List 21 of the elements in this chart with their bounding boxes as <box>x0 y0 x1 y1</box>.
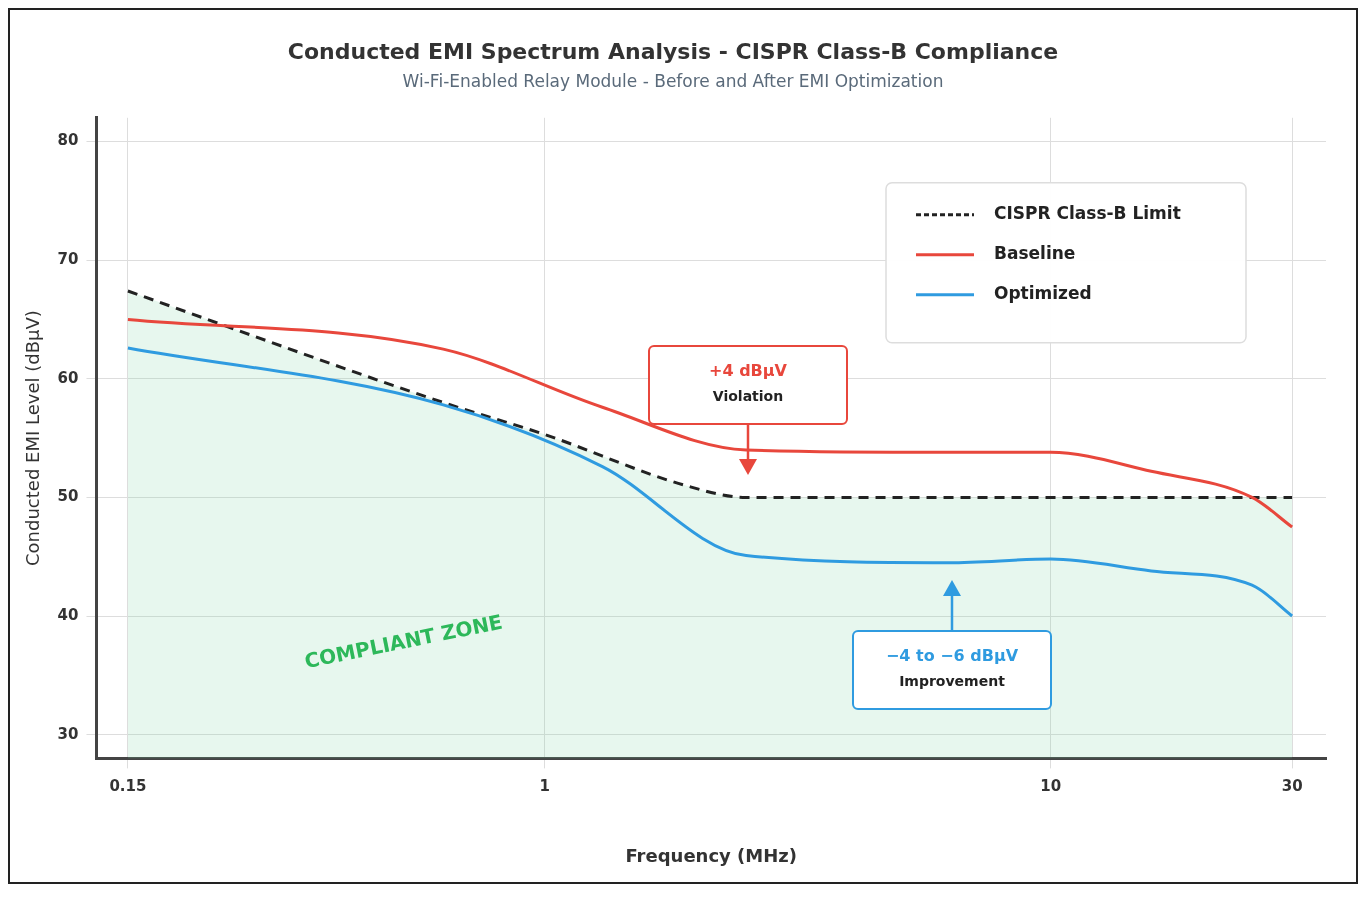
y-tick-label: 80 <box>57 131 79 150</box>
chart-title: Conducted EMI Spectrum Analysis - CISPR Class-B Compliance <box>287 38 1059 64</box>
x-tick-label: 0.15 <box>109 777 147 796</box>
legend-label: CISPR Class-B Limit <box>994 203 1181 224</box>
y-axis-title: Conducted EMI Level (dBμV) <box>22 310 44 566</box>
x-tick-label: 30 <box>1281 777 1303 796</box>
y-tick-label: 40 <box>57 605 79 624</box>
annotation: +4 dBμV Violation <box>708 361 788 404</box>
y-tick-label: 70 <box>57 250 79 269</box>
annotation: −4 to −6 dBμV Improvement <box>884 646 1020 689</box>
chart-subtitle: Wi-Fi-Enabled Relay Module - Before and After EMI Optimization <box>402 71 944 92</box>
x-tick-label: 10 <box>1040 777 1062 796</box>
legend-label: Baseline <box>994 243 1076 264</box>
callout: −4 to −6 dBμV Improvement <box>852 578 1052 710</box>
legend-label: Optimized <box>994 283 1092 304</box>
x-axis-title: Frequency (MHz) <box>625 844 797 866</box>
x-tick-label: 1 <box>539 777 550 796</box>
y-tick-label: 50 <box>57 487 79 506</box>
callout: +4 dBμV Violation <box>648 345 848 477</box>
y-tick-label: 60 <box>57 368 79 387</box>
y-tick-label: 30 <box>57 724 79 743</box>
